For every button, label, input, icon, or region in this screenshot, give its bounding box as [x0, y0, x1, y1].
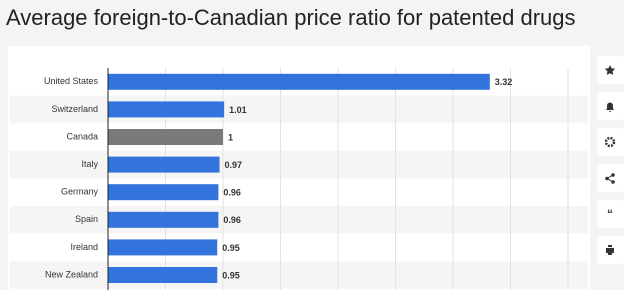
value-label: 0.96	[223, 188, 241, 198]
value-label: 3.32	[495, 77, 513, 87]
y-tick-label: Spain	[75, 214, 98, 224]
share-button[interactable]	[597, 164, 624, 192]
y-tick-label: United States	[44, 76, 99, 86]
value-label: 0.95	[222, 243, 240, 253]
star-icon	[604, 65, 616, 75]
y-tick-label: Switzerland	[51, 104, 98, 114]
bar	[108, 211, 219, 228]
y-tick-label: Germany	[61, 187, 99, 197]
bar	[108, 129, 223, 145]
y-tick-label: Italy	[81, 159, 98, 169]
y-tick-label: Ireland	[70, 242, 98, 252]
chart-title: Average foreign-to-Canadian price ratio …	[6, 5, 576, 30]
cite-button[interactable]	[597, 200, 624, 228]
value-label: 1.01	[229, 105, 247, 115]
y-tick-label: Canada	[66, 131, 98, 141]
bar	[108, 267, 218, 283]
y-tick-label: New Zealand	[45, 269, 98, 279]
print-icon	[606, 245, 614, 255]
sidebar: “	[597, 56, 624, 264]
gear-icon	[604, 136, 616, 148]
row-band	[10, 206, 588, 234]
settings-button[interactable]	[597, 128, 624, 156]
bar	[108, 239, 218, 256]
share-icon	[605, 173, 615, 184]
value-label: 0.96	[223, 215, 241, 225]
row-band	[10, 261, 588, 289]
value-label: 0.97	[225, 160, 243, 170]
bar	[108, 156, 220, 173]
quote-icon: “	[607, 207, 613, 221]
bar	[108, 73, 490, 90]
row-band	[10, 150, 588, 179]
row-band	[10, 95, 588, 124]
value-label: 0.95	[222, 270, 240, 280]
bar	[108, 184, 219, 201]
bar	[108, 101, 225, 118]
bell-icon	[606, 102, 614, 112]
value-label: 1	[228, 132, 233, 142]
